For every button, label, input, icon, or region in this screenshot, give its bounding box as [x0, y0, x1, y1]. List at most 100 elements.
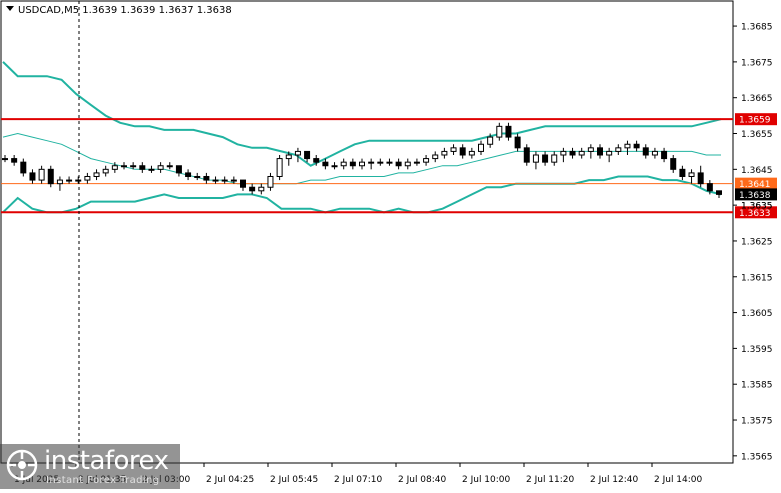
x-tick-label: 2 Jul 12:40	[590, 475, 639, 485]
candle-body	[624, 143, 631, 149]
y-tick-label: 1.3625	[741, 237, 773, 247]
candle	[395, 158, 402, 170]
candle	[633, 140, 640, 152]
candle-body	[322, 161, 329, 167]
candle	[450, 144, 457, 155]
candle-body	[487, 136, 494, 145]
candle-body	[240, 179, 246, 188]
candle	[121, 162, 127, 170]
candle	[523, 144, 530, 166]
candle	[514, 133, 521, 152]
candle-body	[523, 147, 530, 163]
candle-body	[340, 161, 347, 167]
candle	[487, 133, 494, 148]
candle	[212, 176, 219, 184]
candle	[304, 150, 311, 163]
candle-body	[459, 147, 466, 156]
pivot-label: 1.3641	[739, 180, 771, 190]
candle-body	[496, 125, 503, 138]
pivot-label-bg	[735, 177, 777, 190]
band-upper	[2, 61, 722, 167]
candle	[276, 155, 283, 181]
candle	[75, 176, 82, 184]
candle-body	[377, 161, 384, 164]
candle-body	[157, 165, 164, 170]
candle-body	[532, 154, 539, 163]
candle	[597, 144, 603, 159]
candle-body	[413, 161, 420, 164]
y-tick-label: 1.3655	[741, 130, 773, 140]
extra-price-label: 1.3635	[741, 202, 773, 212]
candle-body	[551, 154, 558, 163]
candle	[615, 144, 622, 155]
candle	[47, 165, 54, 188]
last-price-tag: 1.3638	[739, 191, 771, 201]
x-tick-label: 2 Jul 07:10	[334, 475, 383, 485]
candle	[496, 122, 503, 141]
y-tick-label: 1.3575	[741, 417, 773, 427]
candle-body	[313, 158, 320, 163]
candle-body	[697, 172, 704, 185]
candle-body	[20, 161, 27, 174]
candle-body	[706, 183, 713, 192]
candle-body	[615, 147, 622, 152]
candle-body	[688, 172, 695, 177]
candle	[185, 169, 192, 181]
candle-body	[166, 165, 173, 168]
candle-body	[84, 175, 91, 181]
candle	[423, 155, 430, 166]
candle-body	[450, 147, 457, 152]
y-tick-label: 1.3675	[741, 58, 773, 68]
candle-body	[221, 179, 228, 182]
candle	[642, 144, 649, 159]
candle-body	[578, 150, 585, 156]
candle	[340, 158, 347, 170]
candle-body	[651, 150, 658, 156]
candle	[432, 151, 439, 163]
candle-body	[66, 179, 73, 182]
chart-title: USDCAD,M5 1.3639 1.3639 1.3637 1.3638	[18, 5, 232, 16]
candle	[93, 169, 100, 181]
candle	[66, 176, 73, 184]
candle	[148, 165, 155, 173]
candle-body	[395, 161, 402, 167]
candle-body	[441, 150, 448, 156]
candle	[166, 162, 173, 170]
candle-body	[194, 175, 201, 178]
band-lower	[2, 175, 722, 214]
candle	[478, 140, 484, 155]
resistance-label-bg	[735, 113, 777, 126]
y-tick-label: 1.3605	[741, 309, 773, 319]
y-tick-label: 1.3665	[741, 94, 773, 104]
candle	[258, 183, 265, 195]
candle	[285, 151, 292, 166]
menu-triangle-icon[interactable]	[6, 6, 14, 11]
candle	[249, 183, 256, 195]
candle-body	[121, 165, 127, 168]
candle-body	[432, 154, 439, 160]
candle	[569, 147, 576, 159]
candle	[294, 147, 301, 163]
candle	[157, 162, 164, 173]
y-tick-label: 1.3635	[741, 202, 773, 212]
candle	[551, 151, 558, 166]
y-tick-label: 1.3615	[741, 273, 773, 283]
candle	[670, 155, 677, 173]
candle-body	[716, 190, 722, 195]
x-tick-label: 2 Jul 08:40	[398, 475, 447, 485]
candle-body	[560, 150, 567, 156]
candle-body	[75, 179, 82, 182]
candle	[688, 169, 695, 184]
candle	[56, 176, 63, 191]
candle-body	[148, 168, 155, 171]
candle	[661, 147, 668, 163]
candle	[404, 158, 411, 170]
last-price-tag-bg	[735, 188, 777, 201]
candle-body	[249, 186, 256, 192]
candle-body	[505, 125, 512, 138]
candle-body	[587, 147, 594, 152]
candle-body	[670, 158, 677, 170]
